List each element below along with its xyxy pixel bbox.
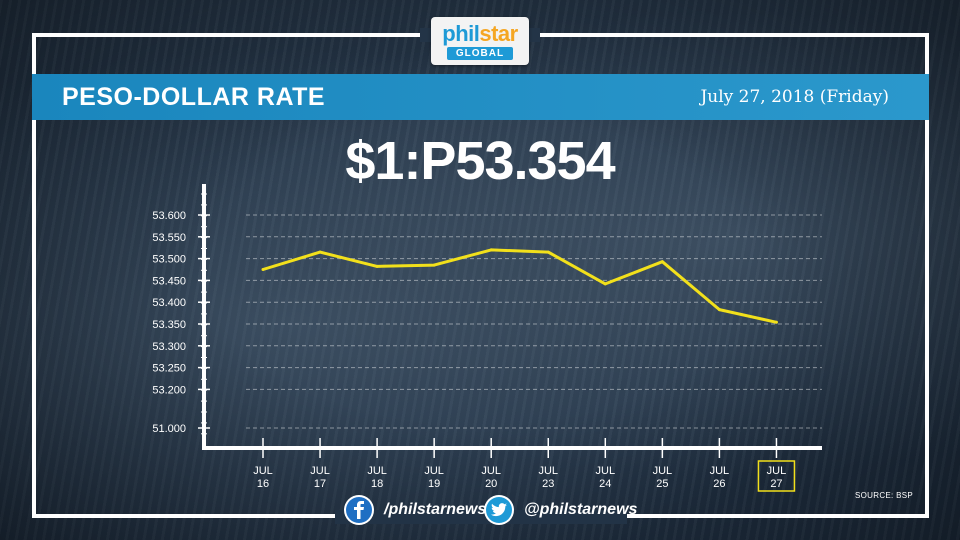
x-label-day: 16 [257, 478, 269, 490]
y-tick-label: 53.550 [152, 232, 186, 244]
x-label-month: JUL [596, 465, 616, 477]
banner-title: PESO-DOLLAR RATE [62, 83, 326, 111]
data-point [432, 263, 436, 267]
x-label-month: JUL [424, 465, 444, 477]
philstar-logo: philstar GLOBAL [431, 17, 529, 65]
y-tick-label: 51.000 [152, 423, 186, 435]
twitter-link[interactable]: @philstarnews [484, 494, 637, 526]
y-tick-label: 53.500 [152, 254, 186, 266]
banner-date: July 27, 2018 (Friday) [700, 87, 889, 107]
y-tick-label: 53.400 [152, 297, 186, 309]
y-tick-label: 53.600 [152, 210, 186, 222]
x-label-day: 25 [656, 478, 668, 490]
data-point [774, 320, 778, 324]
x-label-month: JUL [253, 465, 273, 477]
x-label-day: 26 [713, 478, 725, 490]
data-point [546, 250, 550, 254]
y-tick-label: 53.200 [152, 384, 186, 396]
title-banner: PESO-DOLLAR RATE July 27, 2018 (Friday) [32, 74, 929, 120]
x-label-day: 19 [428, 478, 440, 490]
highlight-box [757, 460, 796, 492]
x-label-day: 20 [485, 478, 497, 490]
twitter-icon-circle [484, 495, 514, 525]
x-label-month: JUL [367, 465, 387, 477]
x-label-day: 18 [371, 478, 383, 490]
data-point [717, 308, 721, 312]
facebook-handle: /philstarnews [384, 501, 487, 518]
data-point [375, 264, 379, 268]
logo-wordmark: philstar [431, 23, 529, 45]
source-note: SOURCE: BSP [855, 491, 913, 500]
x-label-month: JUL [767, 465, 787, 477]
x-label-day: 23 [542, 478, 554, 490]
facebook-icon-circle [344, 495, 374, 525]
logo-word-star: star [479, 21, 518, 46]
x-label-month: JUL [710, 465, 730, 477]
twitter-handle: @philstarnews [524, 501, 638, 518]
x-label-day: 24 [599, 478, 611, 490]
facebook-link[interactable]: /philstarnews [344, 494, 486, 526]
data-point [660, 260, 664, 264]
x-label-month: JUL [481, 465, 501, 477]
x-label-month: JUL [653, 465, 673, 477]
y-tick-label: 53.300 [152, 341, 186, 353]
y-tick-label: 53.450 [152, 275, 186, 287]
frame-gap-bottom [335, 510, 627, 524]
data-point [261, 268, 265, 271]
logo-word-phil: phil [442, 21, 480, 46]
series-line [262, 248, 777, 324]
x-label-month: JUL [538, 465, 558, 477]
data-point [603, 282, 607, 286]
x-label-day: 17 [314, 478, 326, 490]
headline-rate: $1:P53.354 [345, 131, 615, 191]
data-point [318, 250, 322, 254]
twitter-icon [486, 497, 512, 523]
y-tick-label: 53.250 [152, 363, 186, 375]
x-label-month: JUL [310, 465, 330, 477]
facebook-icon [346, 497, 372, 523]
data-point [489, 248, 493, 252]
y-tick-label: 53.350 [152, 319, 186, 331]
logo-global: GLOBAL [447, 47, 513, 60]
x-label-day: 27 [770, 478, 782, 490]
